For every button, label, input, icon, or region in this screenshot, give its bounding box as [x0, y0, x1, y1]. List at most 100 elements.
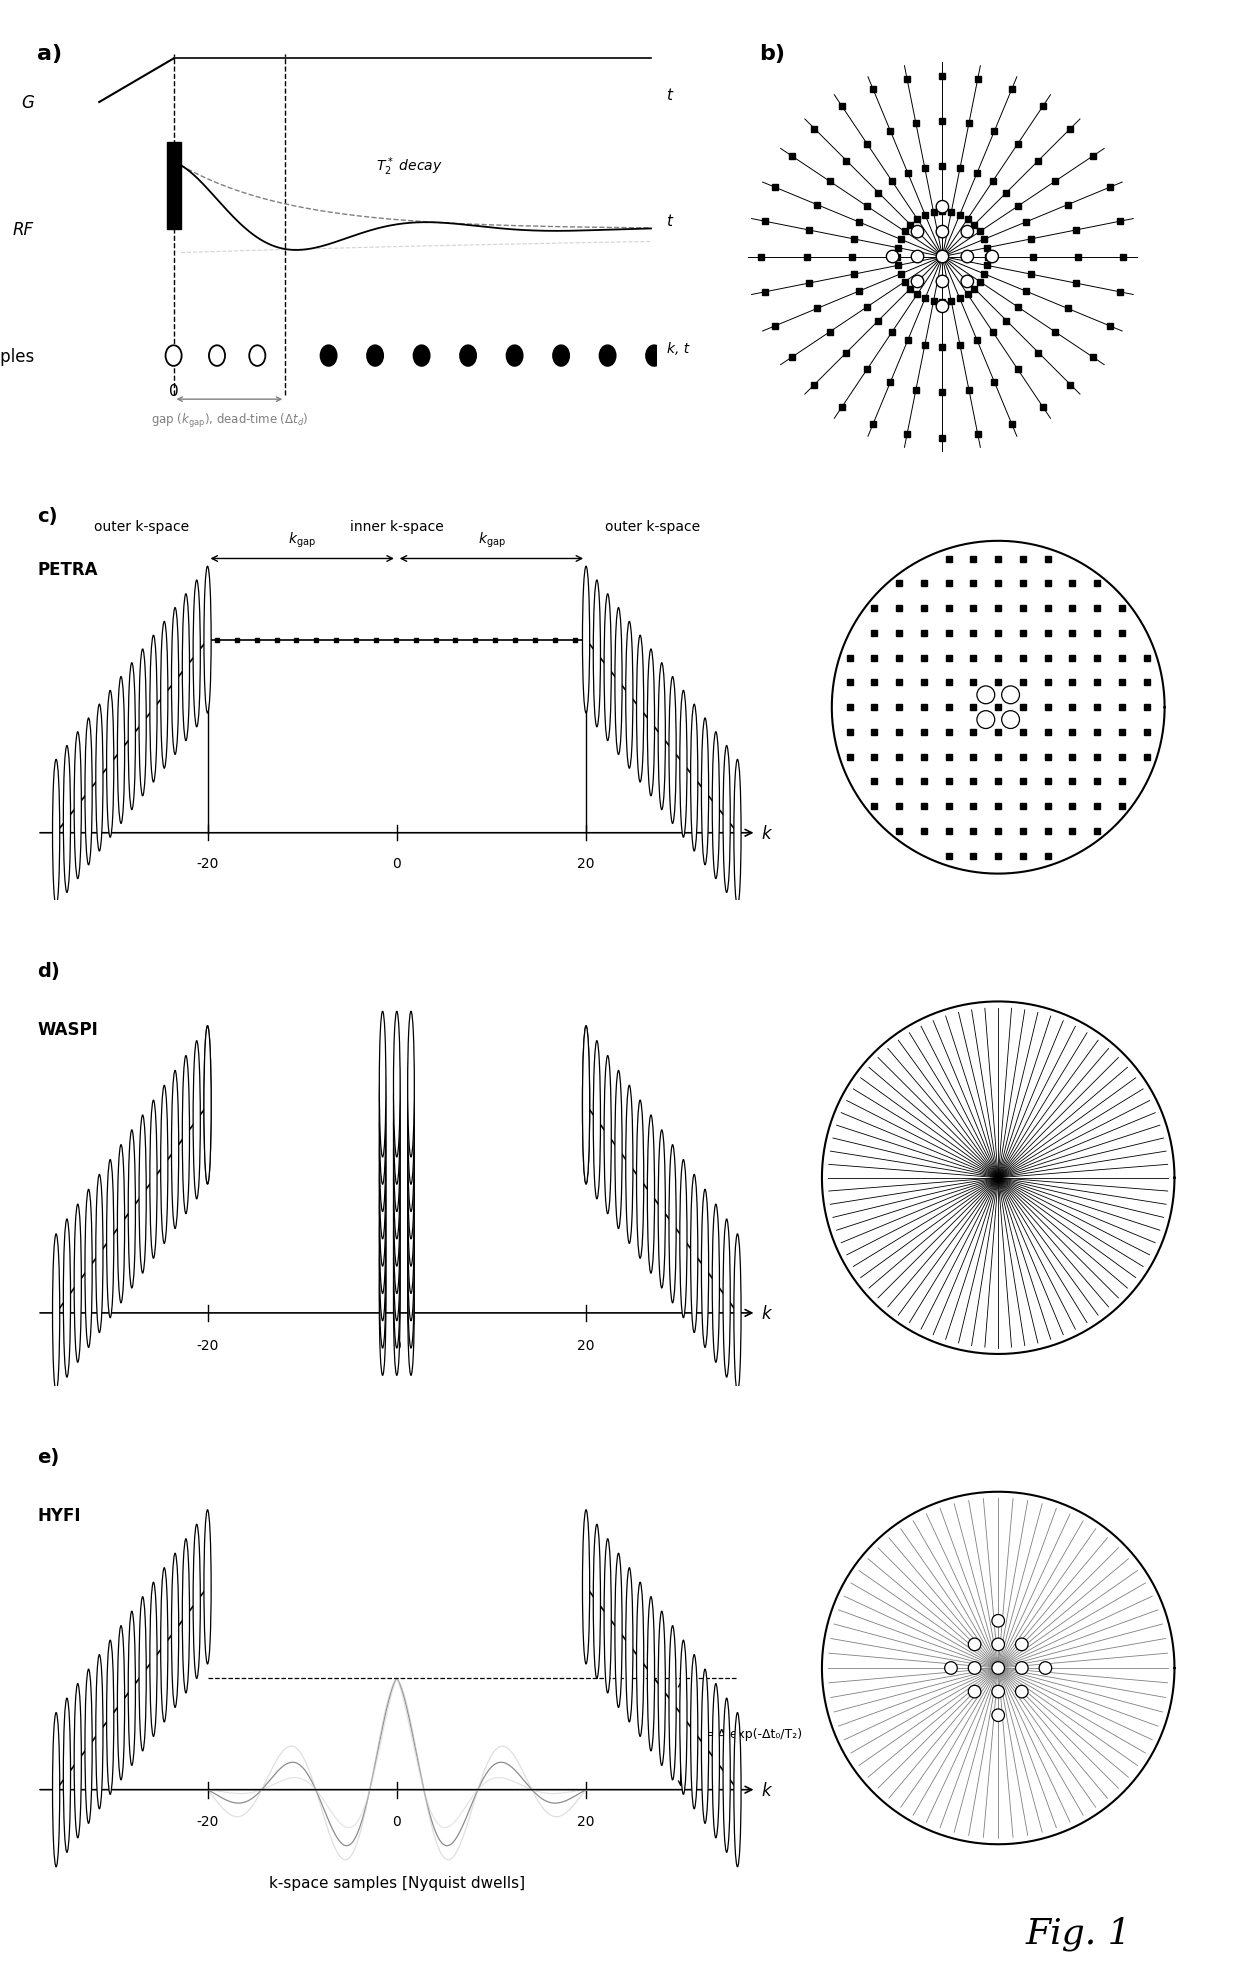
Text: outer k-space: outer k-space — [605, 521, 699, 535]
Circle shape — [887, 251, 899, 263]
Circle shape — [249, 346, 265, 366]
Text: 20: 20 — [578, 857, 595, 871]
Circle shape — [636, 636, 644, 782]
Circle shape — [1002, 687, 1019, 705]
Circle shape — [165, 346, 181, 366]
Text: k-space samples [Nyquist dwells]: k-space samples [Nyquist dwells] — [269, 1875, 525, 1891]
Circle shape — [583, 566, 590, 713]
Circle shape — [203, 566, 211, 713]
Text: -20: -20 — [196, 1338, 218, 1352]
Circle shape — [658, 1131, 666, 1289]
Circle shape — [367, 346, 383, 366]
Circle shape — [691, 705, 698, 851]
Circle shape — [968, 1685, 981, 1699]
Text: PETRA: PETRA — [37, 560, 98, 578]
Circle shape — [193, 580, 201, 727]
Circle shape — [553, 346, 569, 366]
Circle shape — [393, 1093, 401, 1239]
Circle shape — [408, 1148, 414, 1293]
Circle shape — [63, 746, 71, 893]
Circle shape — [128, 1612, 135, 1766]
Circle shape — [379, 1040, 386, 1184]
Circle shape — [107, 691, 114, 838]
Circle shape — [961, 251, 973, 263]
Circle shape — [615, 1071, 622, 1230]
Circle shape — [182, 594, 190, 741]
Circle shape — [1016, 1661, 1028, 1675]
Text: k: k — [761, 1305, 771, 1323]
Circle shape — [670, 677, 676, 824]
Circle shape — [393, 1148, 401, 1293]
Circle shape — [161, 622, 167, 768]
Text: k: k — [761, 824, 771, 842]
Circle shape — [992, 1637, 1004, 1651]
Circle shape — [615, 1554, 622, 1707]
Circle shape — [393, 1230, 401, 1376]
Circle shape — [992, 1614, 1004, 1628]
Circle shape — [1039, 1661, 1052, 1675]
Circle shape — [712, 1204, 719, 1362]
Circle shape — [393, 1040, 401, 1184]
Circle shape — [150, 636, 157, 782]
Circle shape — [150, 1101, 157, 1259]
Text: HYFI: HYFI — [37, 1507, 81, 1525]
Circle shape — [393, 1067, 401, 1212]
Circle shape — [182, 1055, 190, 1214]
Text: RF: RF — [12, 220, 33, 240]
Circle shape — [408, 1121, 414, 1267]
Text: b): b) — [759, 44, 785, 63]
Circle shape — [734, 1713, 742, 1867]
Circle shape — [658, 663, 666, 810]
Circle shape — [702, 1190, 708, 1348]
Circle shape — [968, 1661, 981, 1675]
Circle shape — [193, 1041, 201, 1200]
Circle shape — [600, 346, 615, 366]
Circle shape — [583, 1026, 590, 1184]
Circle shape — [379, 1121, 386, 1267]
Circle shape — [182, 1538, 190, 1693]
Circle shape — [936, 275, 949, 289]
Circle shape — [593, 1525, 600, 1679]
Text: k, t: k, t — [667, 341, 688, 356]
Circle shape — [712, 733, 719, 879]
Circle shape — [734, 1234, 742, 1392]
Circle shape — [161, 1085, 167, 1243]
Circle shape — [593, 580, 600, 727]
Circle shape — [945, 1661, 957, 1675]
Circle shape — [647, 649, 655, 796]
Circle shape — [414, 346, 430, 366]
Circle shape — [320, 346, 337, 366]
Circle shape — [647, 1115, 655, 1273]
Text: -20: -20 — [196, 1814, 218, 1828]
Circle shape — [95, 705, 103, 851]
Text: c): c) — [37, 507, 58, 527]
Circle shape — [1002, 711, 1019, 729]
Text: outer k-space: outer k-space — [94, 521, 188, 535]
Circle shape — [680, 1639, 687, 1794]
Text: e): e) — [37, 1447, 60, 1465]
Circle shape — [118, 1144, 124, 1303]
Circle shape — [992, 1661, 1004, 1675]
Circle shape — [408, 1230, 414, 1376]
Circle shape — [86, 1190, 92, 1348]
Circle shape — [203, 1511, 211, 1663]
Circle shape — [723, 1220, 730, 1378]
Circle shape — [408, 1202, 414, 1348]
Circle shape — [936, 226, 949, 240]
Circle shape — [583, 1026, 590, 1184]
Circle shape — [911, 275, 924, 289]
Circle shape — [646, 346, 662, 366]
Circle shape — [150, 1582, 157, 1736]
Circle shape — [986, 251, 998, 263]
Circle shape — [670, 1144, 676, 1303]
Text: 20: 20 — [578, 1814, 595, 1828]
Text: G: G — [21, 93, 33, 113]
Circle shape — [992, 1709, 1004, 1723]
Circle shape — [647, 1598, 655, 1750]
Text: k: k — [761, 1780, 771, 1798]
Circle shape — [171, 1554, 179, 1707]
Text: $k_\mathrm{gap}$: $k_\mathrm{gap}$ — [288, 531, 316, 550]
Text: $T_2^*$ decay: $T_2^*$ decay — [376, 156, 443, 178]
Circle shape — [63, 1220, 71, 1378]
Circle shape — [393, 1176, 401, 1321]
